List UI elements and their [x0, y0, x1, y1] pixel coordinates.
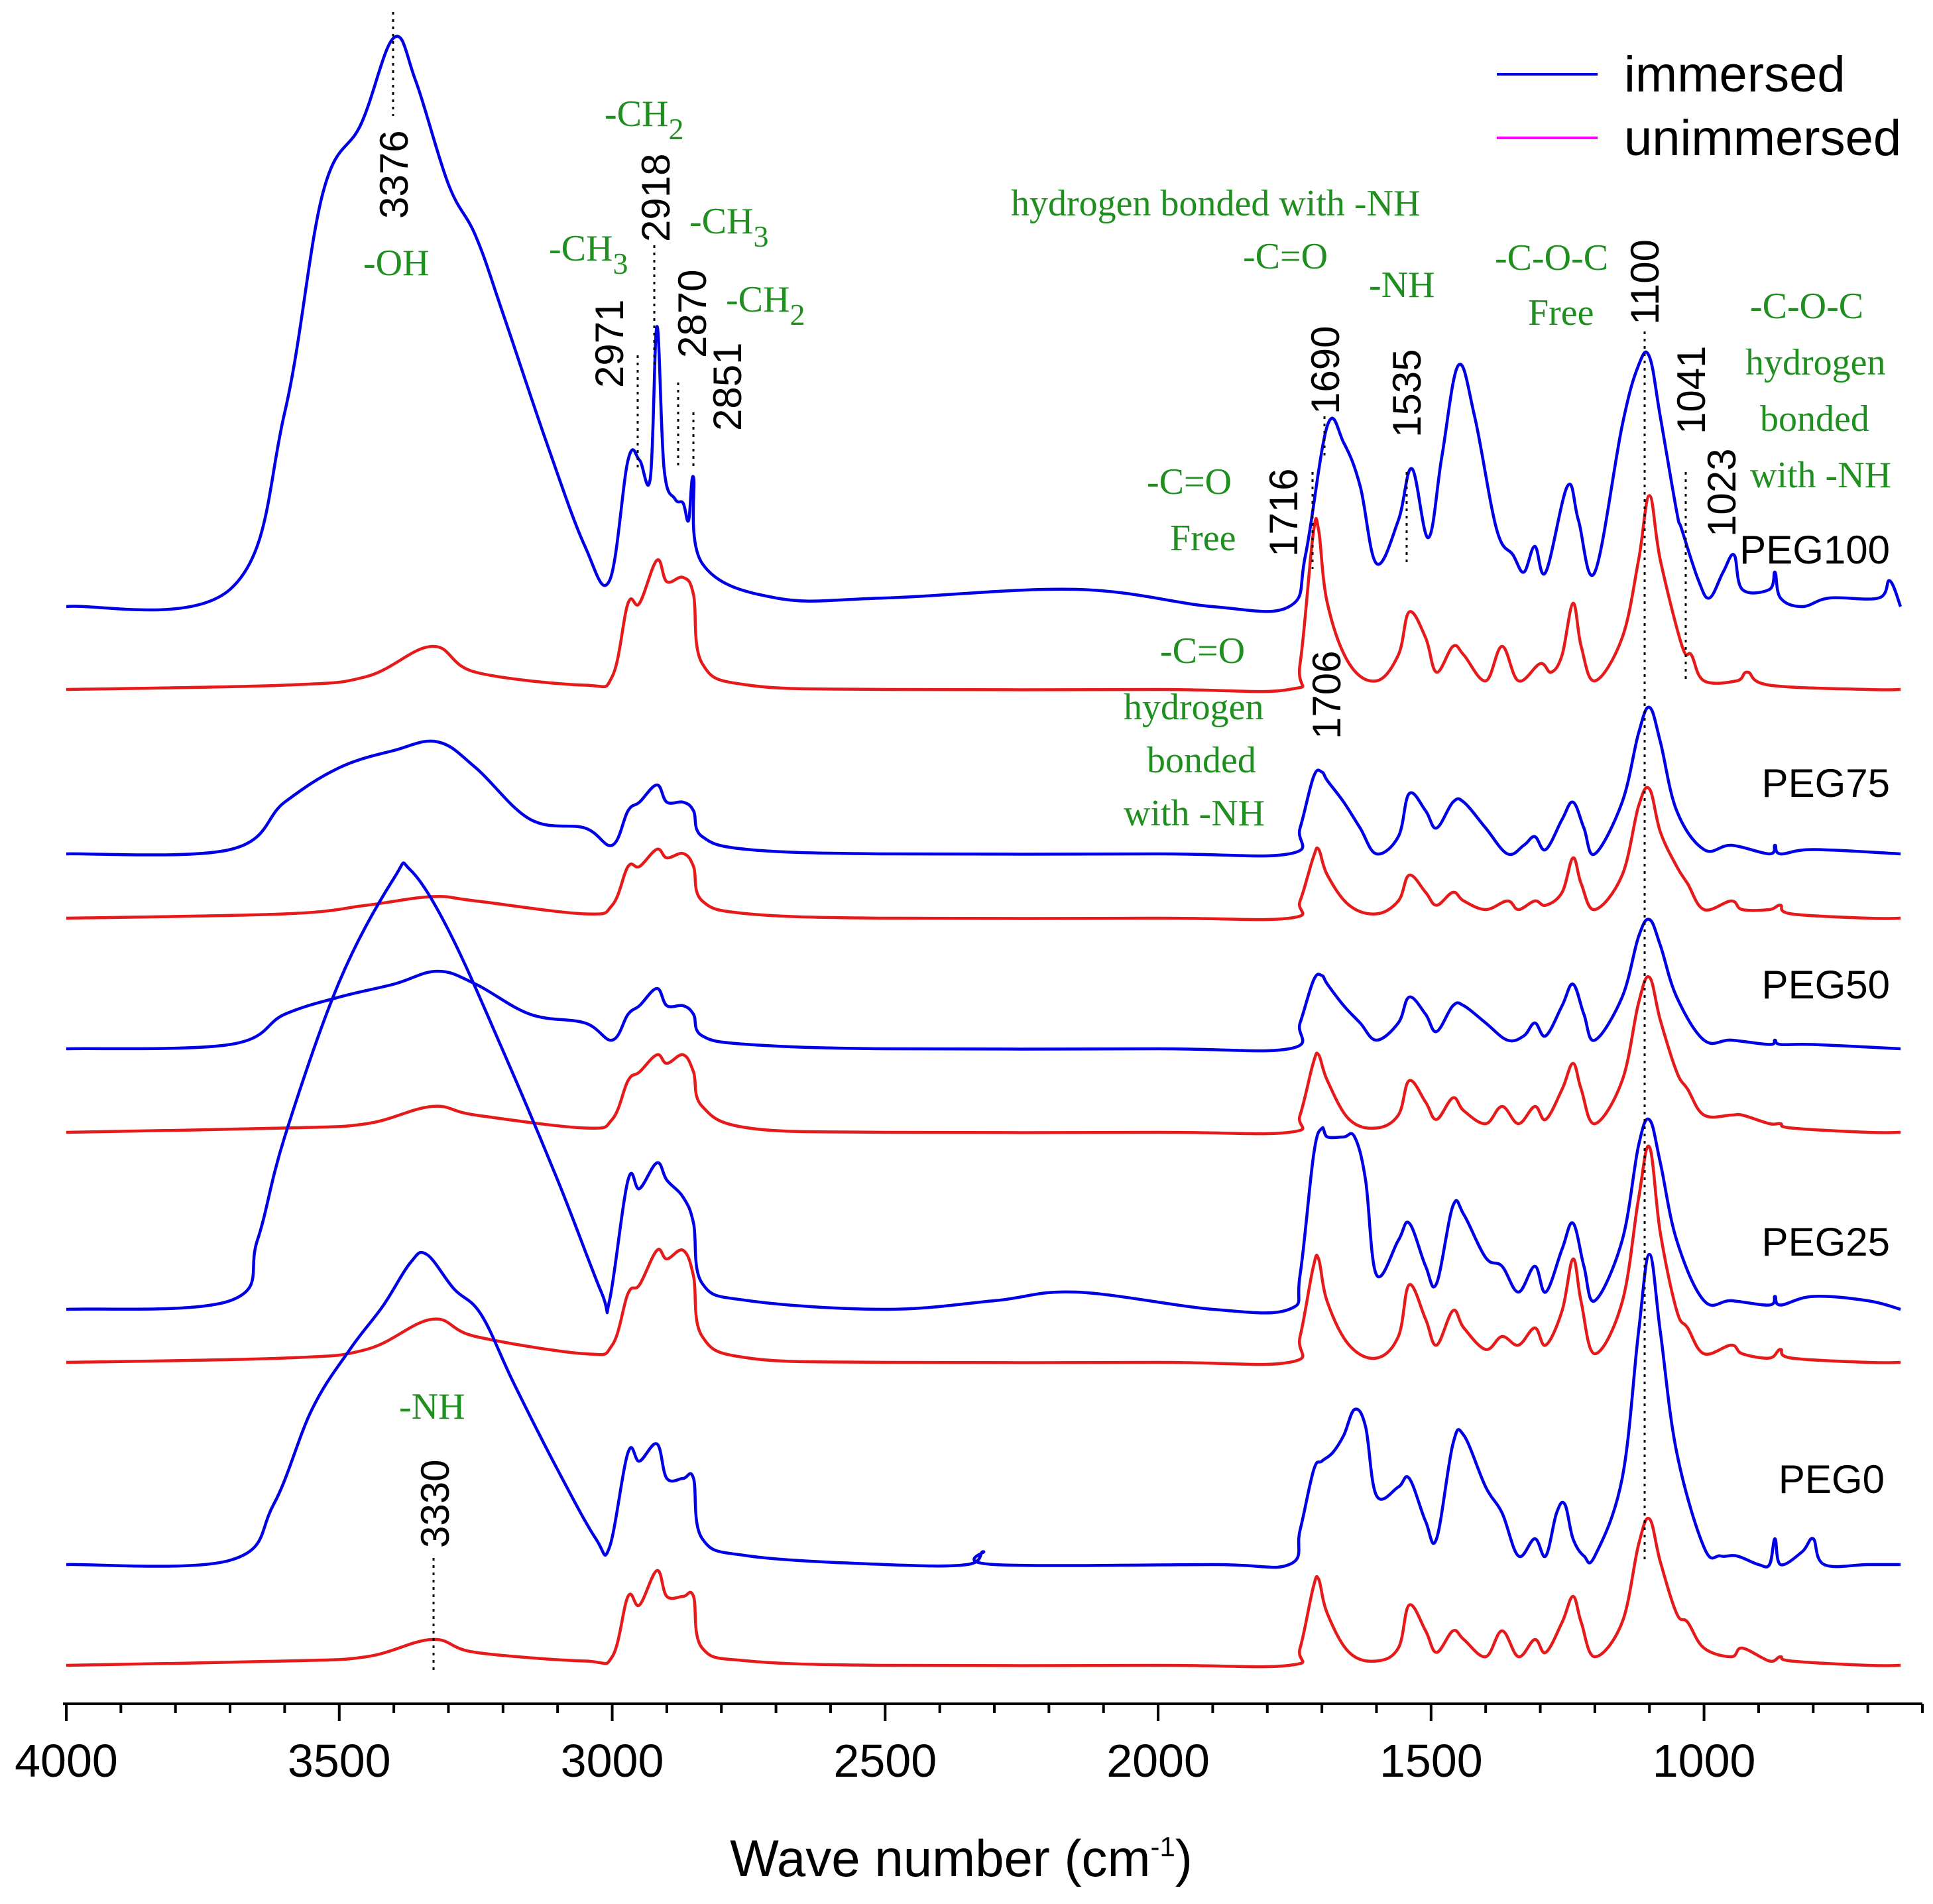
legend-label-immersed: immersed	[1624, 46, 1845, 103]
spectra-traces	[66, 34, 1903, 1669]
group-label-co-free-1: -C=O	[1147, 461, 1232, 503]
x-tick-label-4000: 4000	[15, 1735, 118, 1787]
peak-label-1023: 1023	[1700, 449, 1744, 537]
peak-label-1716: 1716	[1261, 469, 1306, 557]
peak-label-1535: 1535	[1385, 349, 1429, 438]
peak-label-2971: 2971	[587, 300, 632, 388]
series-line-peg0-unimmersed	[66, 1516, 1901, 1669]
peak-label-2851: 2851	[705, 343, 750, 431]
sample-label-peg50: PEG50	[1762, 963, 1890, 1007]
x-axis: 4000 3500 3000 2500 2000 1500 1000 Wave number…	[15, 1702, 1924, 1887]
group-label-co-hb-1: -C=O	[1160, 630, 1245, 672]
series-line-peg50-immersed	[66, 918, 1901, 1053]
peak-label-2918: 2918	[634, 154, 678, 242]
legend: immersed unimmersed	[1497, 46, 1901, 166]
group-label-coc-free-1: -C-O-C	[1495, 237, 1608, 278]
group-label-coc-hb-1: -C-O-C	[1750, 286, 1863, 327]
series-line-peg75-immersed	[66, 705, 1901, 858]
x-tick-label-2500: 2500	[833, 1735, 937, 1787]
peak-number-labels: 3376 2971 2918 2870 2851 1716 1690 1706 …	[372, 131, 1744, 1548]
group-label-nh-low: -NH	[399, 1386, 465, 1427]
series-line-peg100-unimmersed	[66, 494, 1901, 693]
sample-label-peg25: PEG25	[1762, 1220, 1890, 1264]
group-label-nh-mid: -NH	[1369, 265, 1435, 306]
peak-label-2870: 2870	[670, 270, 715, 358]
group-label-coc-hb-4: with -NH	[1750, 455, 1891, 496]
x-tick-label-3000: 3000	[561, 1735, 664, 1787]
functional-group-labels: -OH -CH2 -CH3 -CH3 -CH2 hydrogen bonded …	[363, 93, 1891, 1427]
group-label-co-hb-4: with -NH	[1124, 793, 1265, 834]
peak-label-1706: 1706	[1305, 651, 1349, 739]
peak-label-3330: 3330	[413, 1460, 457, 1548]
sample-label-peg75: PEG75	[1762, 761, 1890, 805]
group-label-co-hb-3: bonded	[1147, 740, 1256, 781]
series-line-peg25-immersed	[66, 861, 1901, 1315]
group-label-co-top: -C=O	[1243, 236, 1328, 277]
series-line-peg100-immersed	[66, 34, 1903, 613]
x-tick-label-3500: 3500	[288, 1735, 391, 1787]
group-label-oh: -OH	[363, 243, 430, 284]
series-line-peg50-unimmersed	[66, 975, 1901, 1136]
group-label-coc-hb-3: bonded	[1760, 398, 1869, 440]
group-label-ch3-left: -CH3	[549, 228, 628, 280]
x-tick-label-1000: 1000	[1653, 1735, 1756, 1787]
x-tick-label-2000: 2000	[1106, 1735, 1210, 1787]
group-label-coc-free-2: Free	[1528, 292, 1594, 333]
sample-label-peg100: PEG100	[1739, 528, 1890, 572]
x-ticks: 4000 3500 3000 2500 2000 1500 1000	[15, 1704, 1924, 1787]
group-label-coc-hb-2: hydrogen	[1745, 342, 1886, 383]
sample-labels: PEG100 PEG75 PEG50 PEG25 PEG0	[1739, 528, 1890, 1502]
group-label-ch2-top: -CH2	[605, 93, 683, 146]
series-line-peg25-unimmersed	[66, 1144, 1901, 1366]
group-label-co-free-2: Free	[1170, 518, 1236, 559]
sample-label-peg0: PEG0	[1779, 1457, 1885, 1502]
group-label-hydrogen-bonded-nh: hydrogen bonded with -NH	[1011, 183, 1420, 224]
series-line-peg0-immersed	[66, 1250, 1901, 1569]
peak-label-3376: 3376	[372, 131, 416, 219]
legend-label-unimmersed: unimmersed	[1624, 110, 1901, 166]
group-label-ch2-right: -CH2	[726, 279, 805, 331]
peak-reference-lines	[392, 12, 1687, 1671]
peak-label-1041: 1041	[1669, 346, 1714, 434]
x-axis-title: Wave number (cm-1)	[730, 1829, 1193, 1887]
peak-label-1690: 1690	[1303, 326, 1348, 414]
x-tick-label-1500: 1500	[1379, 1735, 1483, 1787]
group-label-co-hb-2: hydrogen	[1124, 687, 1264, 728]
peak-label-1100: 1100	[1623, 239, 1667, 325]
series-line-peg75-unimmersed	[66, 786, 1901, 922]
group-label-ch3-right: -CH3	[689, 201, 768, 253]
